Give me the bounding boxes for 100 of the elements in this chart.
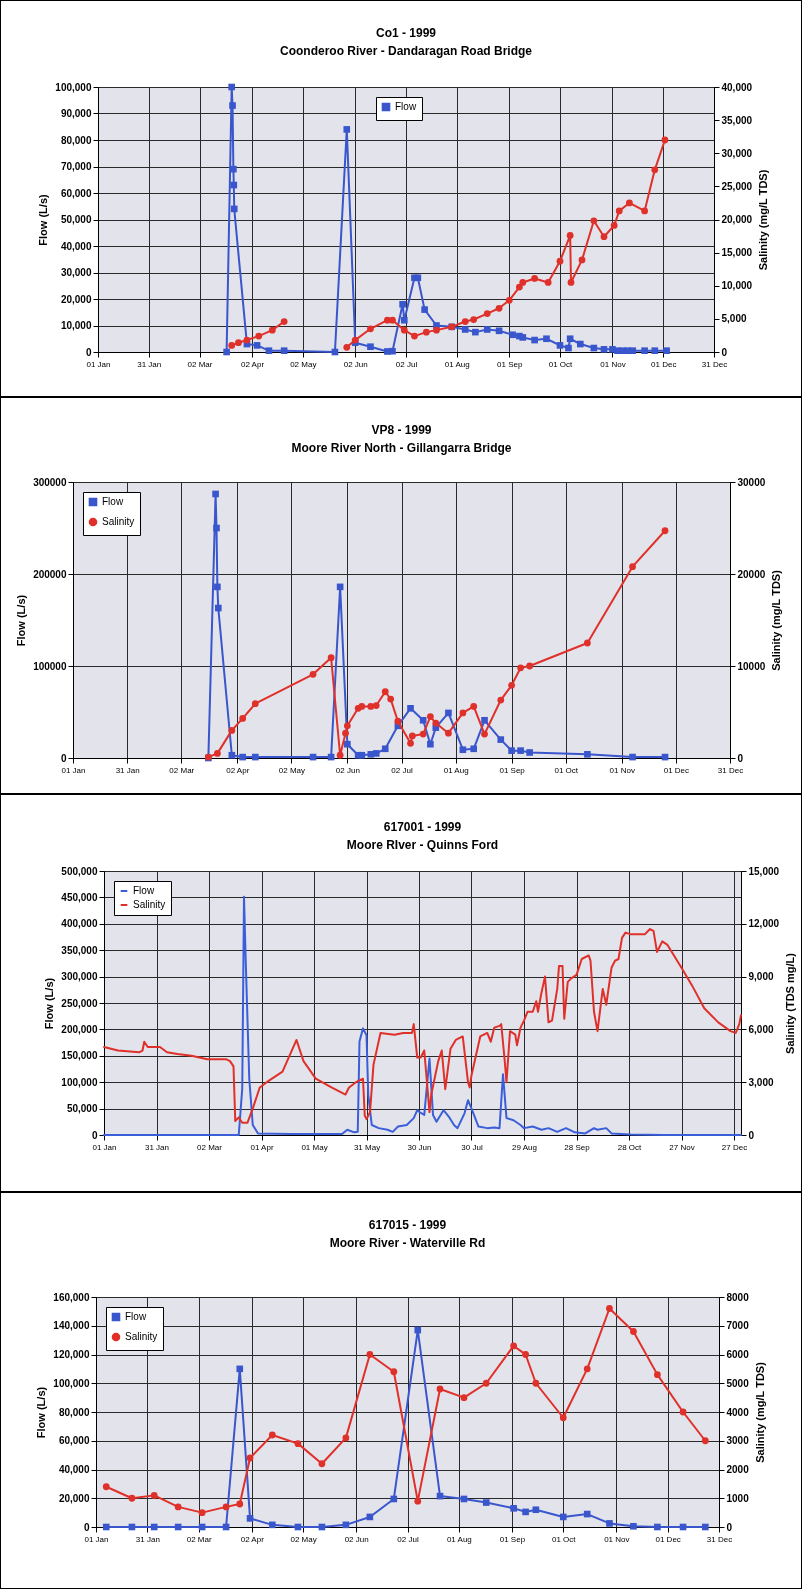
- y-axis-title: Flow (L/s): [35, 1386, 48, 1439]
- x-tick-label: 01 Sep: [497, 359, 523, 369]
- chart-title: 617001 - 1999: [383, 820, 462, 834]
- x-tick-label: 30 Jun: [407, 1142, 432, 1152]
- x-tick-label: 01 Dec: [663, 765, 690, 775]
- x-tick-label: 01 Aug: [446, 1534, 472, 1544]
- x-tick-label: 02 May: [290, 359, 317, 369]
- y-tick-label: 0: [91, 1129, 98, 1141]
- y2-axis-title: Salinity (TDS mg/L): [784, 952, 797, 1054]
- x-tick-label: 29 Aug: [512, 1142, 537, 1152]
- y-tick-label: 160,000: [53, 1291, 90, 1303]
- chart-subtitle: Coonderoo River - Dandaragan Road Bridge: [279, 44, 533, 58]
- y2-tick-label: 10000: [737, 660, 766, 672]
- y-tick-label: 70,000: [60, 161, 92, 172]
- y-tick-label: 400,000: [61, 918, 98, 930]
- legend-label: Flow: [133, 885, 155, 896]
- chart-subtitle: Moore River North - Gillangarra Bridge: [291, 441, 512, 455]
- y-tick-label: 80,000: [58, 1406, 90, 1418]
- x-tick-label: 02 Mar: [186, 1534, 212, 1544]
- y2-tick-label: 30000: [737, 476, 766, 488]
- y2-tick-label: 6000: [726, 1349, 750, 1360]
- x-tick-label: 02 Mar: [197, 1142, 223, 1152]
- x-tick-label: 02 Jul: [395, 359, 418, 369]
- x-tick-label: 31 Dec: [717, 765, 744, 775]
- chart-subtitle: Moore River - Waterville Rd: [329, 1236, 486, 1250]
- y2-tick-label: 35,000: [721, 114, 753, 126]
- y2-tick-label: 2000: [726, 1464, 750, 1475]
- y2-axis-title: Salinity (mg/L TDS): [770, 569, 783, 671]
- y2-tick-label: 15,000: [748, 865, 780, 877]
- y2-tick-label: 12,000: [748, 918, 780, 930]
- x-tick-label: 01 Nov: [609, 765, 635, 775]
- y2-tick-label: 0: [726, 1521, 733, 1533]
- y-tick-label: 200000: [33, 568, 67, 580]
- y-tick-label: 0: [60, 752, 67, 764]
- y-tick-label: 90,000: [60, 108, 92, 119]
- x-tick-label: 02 Jul: [397, 1534, 419, 1544]
- x-tick-label: 01 Dec: [655, 1534, 681, 1544]
- y2-tick-label: 1000: [726, 1492, 750, 1504]
- y-tick-label: 0: [85, 346, 92, 358]
- y-tick-label: 450,000: [61, 891, 98, 903]
- x-tick-label: 31 Jan: [135, 1534, 160, 1544]
- y-tick-label: 50,000: [60, 214, 92, 225]
- y-tick-label: 20,000: [58, 1492, 90, 1504]
- y2-tick-label: 20,000: [721, 214, 753, 225]
- x-tick-label: 01 Oct: [554, 765, 579, 775]
- legend-label: Salinity: [125, 1331, 158, 1342]
- y-tick-label: 40,000: [58, 1464, 90, 1475]
- legend-label: Flow: [395, 101, 417, 112]
- x-tick-label: 27 Nov: [669, 1142, 695, 1152]
- x-tick-label: 02 May: [278, 765, 306, 775]
- x-tick-label: 02 May: [290, 1534, 317, 1544]
- x-tick-label: 02 Apr: [240, 359, 265, 369]
- x-tick-label: 31 Jan: [144, 1142, 170, 1152]
- legend-label: Salinity: [133, 899, 166, 910]
- y2-axis-title: Salinity (mg/L TDS): [757, 169, 770, 271]
- x-tick-label: 02 Jun: [343, 359, 368, 369]
- x-tick-label: 31 May: [353, 1142, 381, 1152]
- y2-tick-label: 15,000: [721, 247, 753, 259]
- y2-tick-label: 9,000: [748, 971, 774, 983]
- y2-tick-label: 30,000: [721, 147, 753, 159]
- x-tick-label: 01 Nov: [604, 1534, 630, 1544]
- x-tick-label: 02 Apr: [226, 765, 250, 775]
- chart-title: VP8 - 1999: [371, 423, 432, 437]
- x-tick-label: 31 Dec: [706, 1534, 733, 1544]
- y2-tick-label: 8000: [726, 1291, 750, 1303]
- y-tick-label: 140,000: [53, 1320, 90, 1332]
- y-tick-label: 100,000: [55, 81, 92, 93]
- y2-tick-label: 6,000: [748, 1023, 774, 1035]
- y-tick-label: 100,000: [61, 1076, 98, 1088]
- x-tick-label: 31 Dec: [701, 359, 728, 369]
- y2-tick-label: 5,000: [721, 313, 747, 325]
- x-tick-label: 27 Dec: [721, 1142, 748, 1152]
- y-tick-label: 0: [83, 1521, 90, 1533]
- x-tick-label: 02 Jun: [344, 1534, 369, 1544]
- y-tick-label: 200,000: [61, 1023, 98, 1035]
- y-tick-label: 150,000: [61, 1050, 98, 1062]
- legend-label: Salinity: [102, 516, 135, 527]
- y2-tick-label: 3,000: [748, 1076, 774, 1088]
- legend-label: Flow: [125, 1311, 147, 1322]
- x-tick-label: 01 Dec: [651, 359, 677, 369]
- x-tick-label: 01 Aug: [443, 765, 469, 775]
- y2-tick-label: 7000: [726, 1320, 750, 1332]
- x-tick-label: 01 Jan: [84, 1534, 109, 1544]
- y-axis-title: Flow (L/s): [15, 594, 28, 647]
- y-tick-label: 500,000: [61, 865, 98, 877]
- y-tick-label: 300000: [33, 476, 67, 488]
- x-tick-label: 28 Oct: [617, 1142, 643, 1152]
- y2-tick-label: 0: [721, 346, 728, 358]
- x-tick-label: 01 Aug: [444, 359, 470, 369]
- y2-tick-label: 4000: [726, 1406, 750, 1418]
- x-tick-label: 02 Jun: [335, 765, 360, 775]
- x-tick-label: 02 Jul: [391, 765, 413, 775]
- y2-tick-label: 25,000: [721, 180, 753, 192]
- x-tick-label: 01 Jan: [86, 359, 111, 369]
- y2-tick-label: 0: [748, 1129, 755, 1141]
- x-tick-label: 01 Jan: [61, 765, 86, 775]
- x-tick-label: 02 Mar: [187, 359, 213, 369]
- y2-tick-label: 20000: [737, 568, 766, 580]
- x-tick-label: 01 Apr: [250, 1142, 274, 1152]
- y-tick-label: 60,000: [58, 1435, 90, 1447]
